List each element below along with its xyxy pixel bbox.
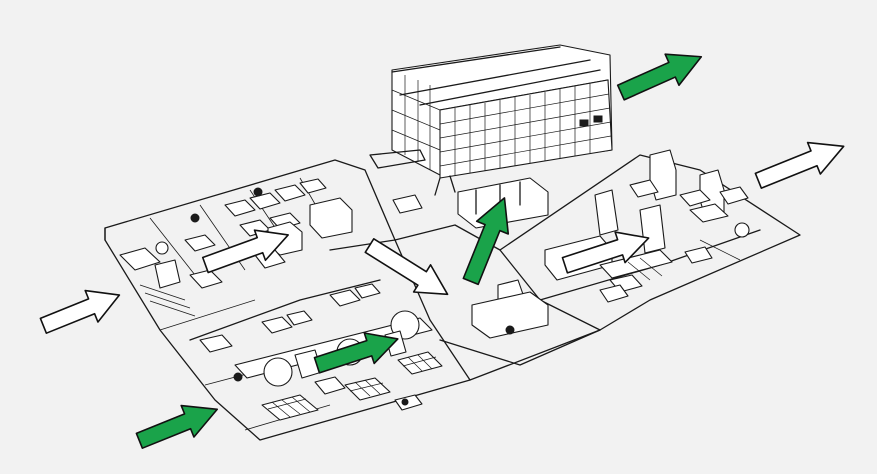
workbench-2 (344, 377, 391, 401)
cell-left-2 (154, 259, 181, 289)
cell-left-drum (155, 241, 169, 255)
station-c1 (329, 289, 361, 307)
workbench-3-grid (402, 354, 437, 372)
white-right-floor-arrow (561, 231, 650, 274)
station-c5 (199, 334, 233, 353)
green-inbound-bottom-left-arrow (135, 404, 219, 449)
white-to-center-arrow (364, 237, 449, 296)
workbench-4 (314, 376, 346, 395)
warehouse-bay-1 (579, 119, 589, 127)
cell-left-dot (190, 213, 200, 223)
warehouse-front-face (439, 79, 613, 179)
green-to-warehouse-arrow (462, 197, 510, 286)
right-cell-2 (689, 203, 729, 223)
machining-drum-1 (263, 357, 293, 387)
cell-left-4 (189, 269, 223, 289)
right-cell-6 (599, 284, 629, 303)
warehouse-conveyor (369, 149, 456, 196)
station-a3 (274, 184, 306, 202)
cell-left-3 (184, 234, 216, 252)
factory-floor (104, 154, 801, 441)
warehouse-rail-1 (391, 46, 561, 73)
workbench-3 (397, 351, 443, 375)
green-outbound-top-arrow (616, 53, 703, 101)
right-grid (627, 239, 741, 281)
station-c2 (354, 283, 381, 299)
right-column-1 (594, 189, 619, 236)
center-cell-lower (471, 291, 549, 339)
warehouse-side-grid (391, 75, 441, 170)
station-d1 (394, 394, 423, 411)
white-left-floor-arrow (201, 229, 289, 274)
workbench-2-grid (349, 379, 384, 397)
right-cell-3 (719, 186, 749, 205)
white-inbound-left-arrow (39, 289, 121, 334)
center-divider-3 (439, 329, 601, 366)
green-machining-line-arrow (313, 332, 399, 374)
line-end-dot (233, 372, 243, 382)
center-divider (329, 239, 396, 251)
right-drum (734, 222, 750, 238)
station-c4 (286, 310, 313, 326)
warehouse-rack-grid (439, 83, 612, 176)
warehouse-rail-2 (399, 59, 591, 96)
center-machines (392, 177, 549, 339)
workbench-1-grid (267, 396, 311, 418)
right-column-2 (639, 204, 666, 254)
workbench-1 (261, 394, 319, 421)
right-bed-2 (599, 249, 673, 279)
automated-warehouse (369, 44, 613, 196)
center-pallet (392, 194, 423, 214)
white-outbound-right-arrow (754, 141, 845, 189)
station-a1 (224, 199, 256, 217)
left-floor-machines (119, 178, 443, 421)
station-c3 (261, 316, 293, 334)
center-dot (505, 325, 515, 335)
right-floor-machines (544, 149, 750, 303)
station-a2 (249, 192, 281, 210)
flow-arrows (39, 53, 845, 449)
right-cell-5 (684, 246, 713, 264)
warehouse-bay-2 (593, 115, 603, 123)
right-floor-outline (499, 154, 801, 331)
cell-left-rails (139, 284, 196, 317)
enclosure-left (309, 197, 353, 239)
station-a4 (299, 178, 327, 194)
cell-left-1 (119, 247, 161, 271)
right-cell-1 (679, 189, 711, 207)
center-divider-2 (189, 279, 381, 341)
right-pallet (629, 179, 659, 198)
station-d1-dot (401, 398, 409, 406)
station-a-dot (253, 187, 263, 197)
warehouse-rail-3 (419, 69, 601, 106)
center-aisle (394, 224, 601, 381)
